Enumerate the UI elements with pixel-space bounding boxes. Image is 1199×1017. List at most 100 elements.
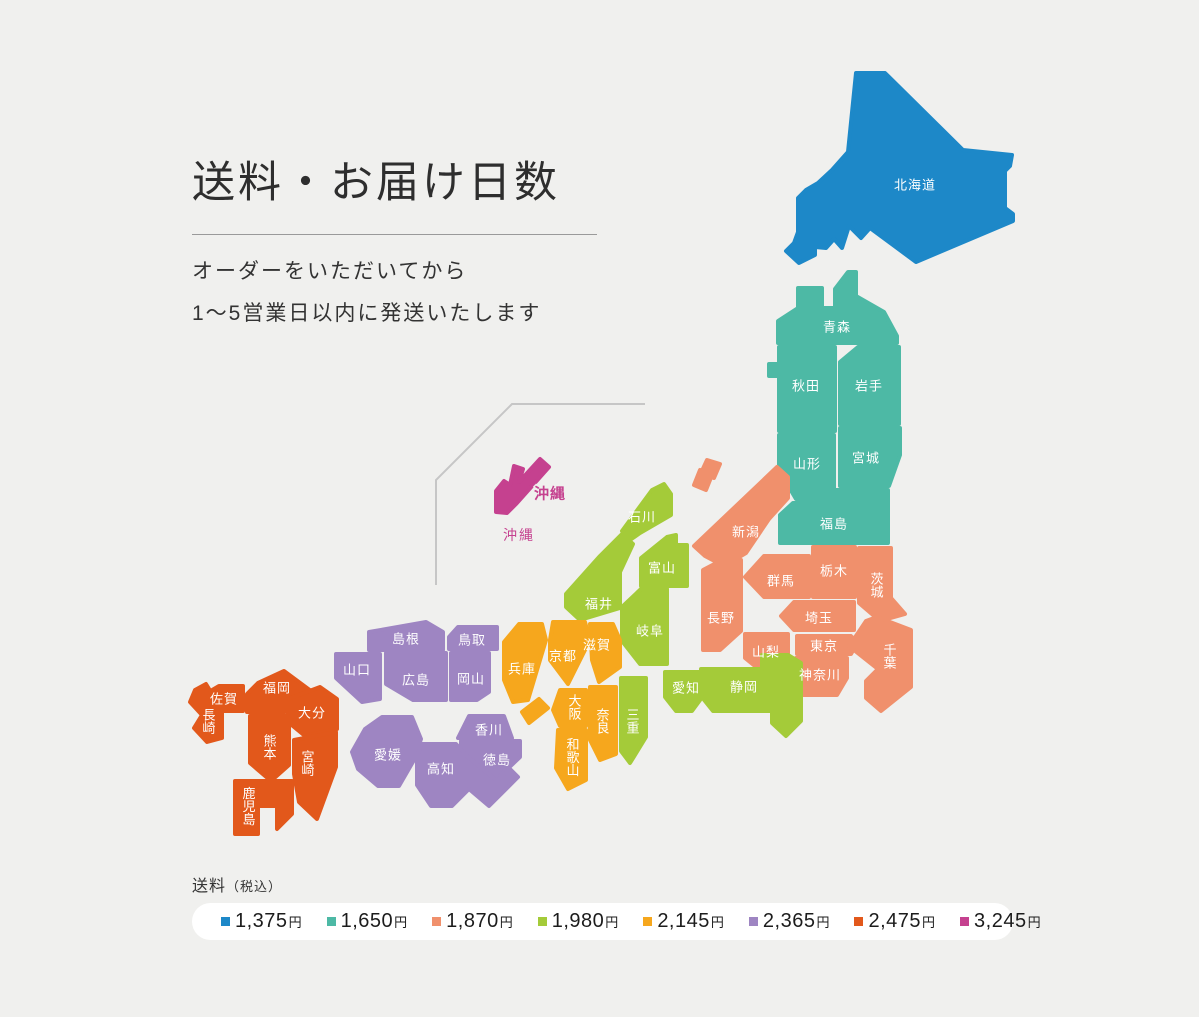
pref-label-kochi: 高知 — [426, 761, 456, 777]
pref-label-fukui: 福井 — [584, 596, 614, 612]
pref-shape-nagano — [701, 558, 743, 652]
legend-item-okinawa: 3,245 円 — [960, 910, 1041, 933]
legend-item-tohoku: 1,650 円 — [326, 910, 408, 933]
pref-shape-kyoto — [548, 620, 592, 686]
shipping-fee-legend: 1,375 円 1,650 円 1,870 円 1,980 円 2,145 円 2,365 円 2,47… — [192, 903, 1041, 940]
legend-title-main: 送料 — [192, 878, 227, 895]
page-title: 送料・お届け日数 — [192, 159, 560, 207]
pref-shape-yamagata — [777, 433, 836, 501]
pref-label-gifu: 岐阜 — [635, 623, 665, 639]
legend-price-unit: 円 — [605, 915, 619, 930]
subtitle-line-1: オーダーをいただいてから — [192, 260, 468, 283]
legend-swatch-chugoku_shikoku — [748, 917, 758, 926]
page-header: 送料・お届け日数 オーダーをいただいてから 1〜5営業日以内に発送いたします — [192, 148, 662, 335]
okinawa-caption-label: 沖縄 — [503, 527, 535, 543]
pref-label-yamaguchi: 山口 — [342, 662, 372, 678]
sado-island-shape — [692, 458, 722, 492]
pref-label-aomori: 青森 — [822, 319, 852, 335]
pref-shape-hokkaido — [784, 71, 1015, 265]
pref-shape-okayama — [449, 651, 491, 702]
pref-shape-chiba — [847, 615, 913, 713]
pref-shape-saitama — [779, 600, 856, 632]
pref-shape-yamaguchi — [334, 652, 382, 704]
legend-price: 1,980 — [551, 910, 605, 932]
pref-label-miyazaki: 宮崎 — [299, 750, 315, 776]
title-divider — [192, 234, 597, 235]
pref-label-tochigi: 栃木 — [819, 563, 849, 579]
legend-price-unit: 円 — [394, 915, 408, 930]
legend-price-unit: 円 — [922, 915, 936, 930]
legend-item-kanto_shinetsu: 1,870 円 — [432, 910, 513, 933]
pref-shape-hiroshima — [384, 651, 448, 702]
pref-label-gunma: 群馬 — [766, 573, 796, 589]
pref-shape-iwate — [838, 345, 901, 426]
pref-shape-wakayama — [554, 728, 588, 791]
pref-shape-niigata — [692, 465, 790, 568]
pref-label-kagoshima: 鹿児島 — [240, 786, 256, 826]
pref-shape-kochi — [415, 742, 520, 808]
pref-label-oita: 大分 — [297, 705, 327, 721]
legend-title-sub: （税込） — [226, 879, 283, 894]
legend-swatch-chubu_tokai — [537, 917, 547, 926]
pref-label-wakayama: 和歌山 — [564, 737, 580, 777]
pref-label-chiba: 千葉 — [881, 643, 897, 669]
legend-price: 2,145 — [657, 910, 710, 932]
pref-label-toyama: 富山 — [647, 560, 677, 576]
pref-label-ishikawa: 石川 — [627, 509, 657, 525]
pref-shape-gunma — [743, 554, 811, 599]
okinawa-inset-frame — [435, 403, 645, 585]
legend-price-unit: 円 — [816, 915, 830, 930]
pref-label-yamagata: 山形 — [792, 456, 822, 472]
legend-swatch-hokkaido — [221, 917, 230, 926]
pref-label-okayama: 岡山 — [456, 671, 486, 687]
legend-item-chubu_tokai: 1,980 円 — [537, 910, 619, 933]
pref-label-nagasaki: 長崎 — [200, 708, 216, 734]
legend-swatch-tohoku — [326, 917, 336, 926]
pref-label-ibaraki: 茨城 — [868, 572, 884, 598]
pref-label-shiga: 滋賀 — [582, 637, 612, 653]
pref-shape-ibaraki — [857, 546, 907, 623]
pref-label-kagawa: 香川 — [474, 722, 504, 738]
pref-label-osaka: 大阪 — [566, 694, 582, 720]
pref-shape-shimane — [367, 620, 445, 652]
pref-label-niigata: 新潟 — [731, 524, 761, 540]
pref-shape-nara — [588, 685, 618, 762]
legend-price: 2,365 — [762, 910, 816, 932]
legend-item-kansai: 2,145 円 — [643, 910, 724, 933]
legend-price: 1,870 — [446, 910, 499, 932]
legend-price-unit: 円 — [288, 915, 302, 930]
legend-price: 1,375 — [235, 910, 288, 932]
pref-shape-hyogo — [502, 622, 548, 704]
pref-label-hiroshima: 広島 — [401, 672, 431, 688]
pref-shape-kagawa — [456, 714, 514, 740]
pref-shape-tochigi — [811, 545, 857, 599]
pref-shape-akita — [767, 345, 837, 433]
legend-price-unit: 円 — [499, 915, 513, 930]
pref-shape-miyazaki — [292, 730, 338, 821]
legend-swatch-kanto_shinetsu — [432, 917, 442, 926]
pref-label-saga: 佐賀 — [209, 691, 239, 707]
pref-shape-okinawa — [494, 457, 551, 515]
pref-label-tokushima: 徳島 — [482, 752, 512, 768]
legend-item-chugoku_shikoku: 2,365 円 — [748, 910, 830, 933]
legend-item-hokkaido: 1,375 円 — [221, 910, 302, 933]
pref-shape-nagasaki — [188, 682, 224, 744]
pref-label-iwate: 岩手 — [854, 378, 884, 394]
okinawa-inset-label: 沖縄 — [533, 485, 567, 503]
pref-label-miyagi: 宮城 — [851, 450, 881, 466]
legend-swatch-kyushu — [854, 917, 864, 926]
legend-price-unit: 円 — [1027, 915, 1041, 930]
legend-price: 1,650 — [340, 910, 394, 932]
legend-price: 2,475 — [868, 910, 922, 932]
legend-swatch-kansai — [643, 917, 653, 926]
pref-shape-shizuoka — [699, 653, 803, 738]
pref-shape-shiga — [588, 622, 622, 684]
legend-item-kyushu: 2,475 円 — [854, 910, 935, 933]
pref-label-ehime: 愛媛 — [373, 747, 403, 763]
pref-label-fukushima: 福島 — [819, 516, 849, 532]
pref-shape-fukushima — [778, 488, 890, 545]
legend-price-unit: 円 — [710, 915, 724, 930]
pref-label-aichi: 愛知 — [671, 680, 701, 696]
awaji-island-shape — [520, 697, 550, 725]
